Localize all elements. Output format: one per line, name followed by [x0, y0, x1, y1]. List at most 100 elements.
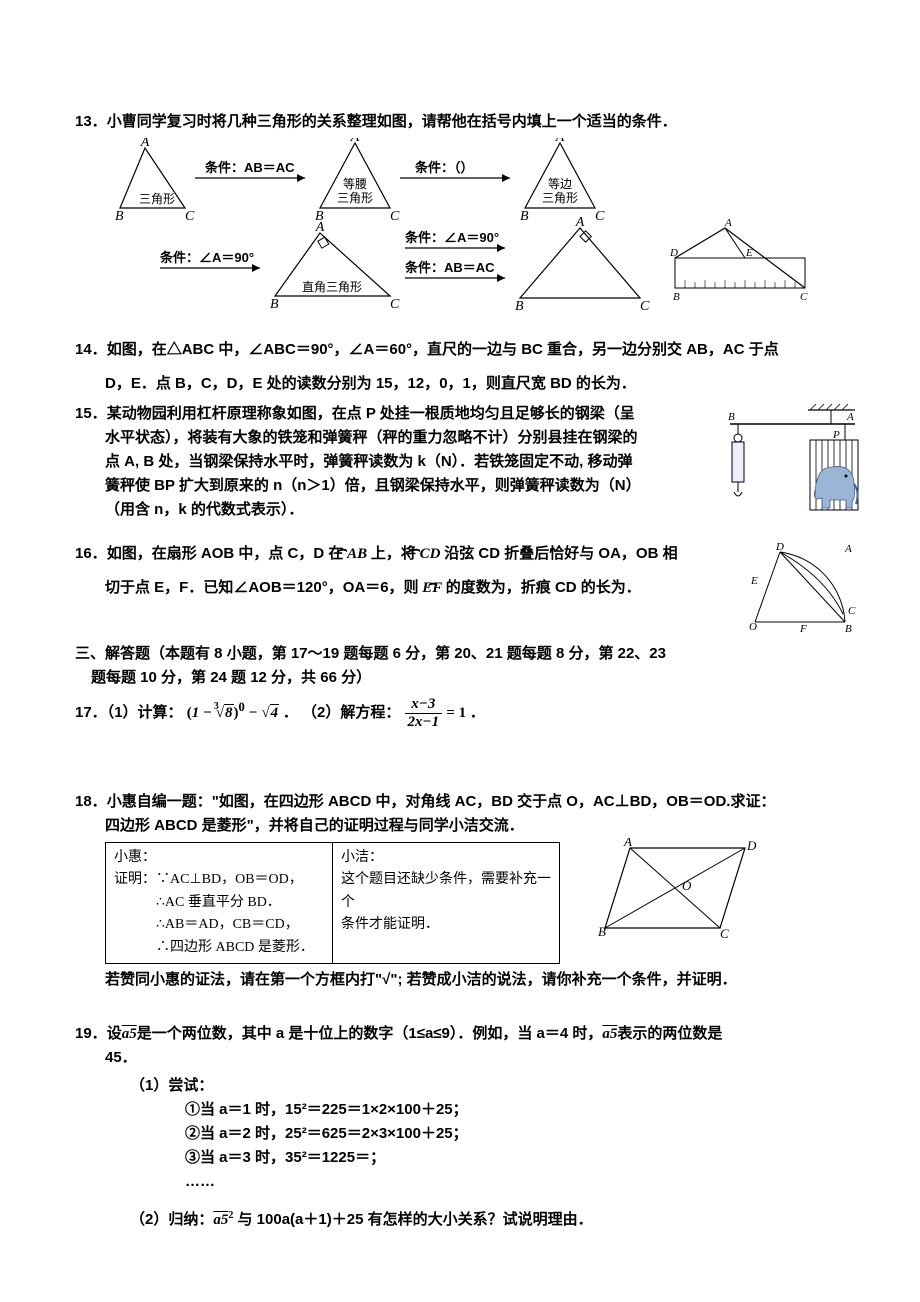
svg-text:A: A — [555, 138, 565, 145]
svg-text:B: B — [115, 209, 124, 224]
q15-l1: 某动物园利用杠杆原理称象如图，在点 P 处挂一根质地均匀且足够长的钢梁（呈 — [107, 405, 635, 422]
q18-l2: 四边形 ABCD 是菱形"，并将自己的证明过程与同学小洁交流． — [75, 814, 860, 838]
q19-p1-1: ①当 a＝1 时，15²＝225＝1×2×100＋25； — [75, 1098, 860, 1122]
svg-text:A: A — [844, 543, 852, 555]
svg-text:B: B — [845, 623, 852, 632]
q15-l5: （用含 n，k 的代数式表示）． — [75, 498, 720, 522]
q18-l1: 小惠自编一题："如图，在四边形 ABCD 中，对角线 AC，BD 交于点 O，A… — [107, 793, 776, 810]
q15-number: 15． — [75, 405, 107, 422]
svg-text:D: D — [669, 247, 678, 259]
svg-text:O: O — [749, 621, 757, 632]
svg-text:A: A — [575, 215, 585, 230]
svg-text:等腰: 等腰 — [343, 177, 367, 191]
q19-p1-4: …… — [75, 1170, 860, 1194]
q16-l1c: 沿弦 CD 折叠后恰好与 OA，OB 相 — [444, 545, 677, 562]
svg-text:A: A — [350, 138, 360, 145]
q17-number: 17． — [75, 704, 107, 721]
q19-bar1: a5 — [122, 1026, 137, 1042]
q15-l4: 簧秤使 BP 扩大到原来的 n（n＞1）倍，且钢梁保持水平，则弹簧秤读数为（N） — [75, 474, 720, 498]
q19-p1-3: ③当 a＝3 时，35²＝1225＝； — [75, 1146, 860, 1170]
q16-l2a: 切于点 E，F．已知∠AOB＝120°，OA＝6，则 — [105, 579, 419, 596]
q17-p2-label: （2）解方程： — [302, 704, 400, 721]
q18-table: 小惠： 证明：∵AC⊥BD，OB＝OD， ∴AC 垂直平分 BD． ∴AB＝AD… — [105, 842, 560, 964]
svg-text:A: A — [140, 138, 150, 150]
q17-frac: x−32x−1 — [405, 696, 443, 730]
q18-left-l4: ∴四边形 ABCD 是菱形． — [114, 937, 324, 959]
svg-text:D: D — [775, 542, 784, 553]
q15-figure: B A P — [720, 402, 860, 532]
q19-p2-text: 与 100a(a＋1)＋25 有怎样的大小关系？试说明理由． — [238, 1211, 593, 1228]
svg-text:C: C — [595, 209, 605, 224]
svg-text:条件：∠A＝90°: 条件：∠A＝90° — [405, 230, 499, 245]
svg-text:C: C — [390, 209, 400, 224]
svg-text:A: A — [623, 838, 632, 849]
q15-l2: 水平状态），将装有大象的铁笼和弹簧秤（秤的重力忽略不计）分别县挂在钢梁的 — [75, 426, 720, 450]
svg-text:C: C — [185, 209, 195, 224]
svg-text:C: C — [640, 299, 650, 314]
svg-text:E: E — [750, 575, 758, 587]
q14-number: 14． — [75, 341, 107, 358]
q18-left-l1: 证明：∵AC⊥BD，OB＝OD， — [114, 869, 324, 891]
svg-text:条件：AB＝AC: 条件：AB＝AC — [405, 260, 495, 275]
svg-text:F: F — [799, 623, 807, 632]
svg-text:B: B — [728, 411, 735, 423]
q16-l1a: 如图，在扇形 AOB 中，点 C，D 在 — [107, 545, 344, 562]
svg-text:A: A — [846, 411, 854, 423]
q16-l1b: 上，将 — [371, 545, 416, 562]
q19-number: 19． — [75, 1025, 107, 1042]
svg-text:直角三角形: 直角三角形 — [302, 280, 362, 294]
svg-text:C: C — [800, 291, 808, 303]
q13-diagram: A B C 三角形 条件：AB＝AC A B C 等腰 三角形 — [105, 138, 815, 328]
svg-text:三角形: 三角形 — [337, 191, 373, 205]
q19-p2-label: （2）归纳： — [130, 1211, 213, 1228]
q17-p1-label: （1）计算： — [107, 704, 183, 721]
q15-l3: 点 A, B 处，当钢梁保持水平时，弹簧秤读数为 k（N）．若铁笼固定不动, 移… — [75, 450, 720, 474]
svg-text:C: C — [720, 926, 729, 941]
q19-l2: 45． — [75, 1046, 860, 1070]
svg-text:D: D — [746, 838, 757, 853]
q19-l1b: 是一个两位数，其中 a 是十位上的数字（1≤a≤9）．例如，当 a＝4 时， — [137, 1025, 603, 1042]
svg-text:P: P — [832, 429, 840, 441]
svg-text:B: B — [520, 209, 529, 224]
svg-text:B: B — [515, 299, 524, 314]
svg-text:条件：∠A＝90°: 条件：∠A＝90° — [160, 250, 254, 265]
q18-left-l2: ∴AC 垂直平分 BD． — [114, 892, 324, 914]
svg-text:B: B — [598, 924, 606, 939]
q19-p2-sup: 2 — [228, 1210, 233, 1221]
q16-number: 16． — [75, 545, 107, 562]
q19-p2-bar: a5 — [213, 1212, 228, 1228]
q19-l1c: 表示的两位数是 — [617, 1025, 722, 1042]
q17-expr: (1 − 3√8)0 − √4 — [187, 705, 283, 721]
q18-left-name: 小惠： — [114, 847, 324, 869]
svg-text:条件：AB＝AC: 条件：AB＝AC — [205, 160, 295, 175]
sec3-title: 三、解答题 — [75, 645, 150, 662]
q18-figure: A D O B C — [590, 838, 760, 948]
q19-p1-2: ②当 a＝2 时，25²＝625＝2×3×100＋25； — [75, 1122, 860, 1146]
svg-text:A: A — [724, 217, 732, 229]
q16-figure: D A E C O F B — [745, 542, 860, 632]
q14-line2: D，E．点 B，C，D，E 处的读数分别为 15，12，0，1，则直尺宽 BD … — [75, 372, 860, 396]
q18-right-name: 小洁： — [341, 847, 551, 869]
q19-l1a: 设 — [107, 1025, 122, 1042]
q13-text: 小曹同学复习时将几种三角形的关系整理如图，请帮他在括号内填上一个适当的条件． — [107, 113, 677, 130]
q19-p1-label: （1）尝试： — [75, 1074, 860, 1098]
svg-text:A: A — [315, 220, 325, 235]
svg-text:三角形: 三角形 — [542, 191, 578, 205]
sec3-desc1: （本题有 8 小题，第 17～19 题每题 6 分，第 20、21 题每题 8 … — [150, 645, 666, 662]
q14-l1: 如图，在△ABC 中，∠ABC＝90°，∠A＝60°，直尺的一边与 BC 重合，… — [107, 341, 779, 358]
svg-text:等边: 等边 — [548, 177, 572, 191]
q16-l2b: 的度数为，折痕 CD 的长为． — [446, 579, 641, 596]
sec3-desc2: 题每题 10 分，第 24 题 12 分，共 66 分） — [75, 666, 860, 690]
svg-text:B: B — [270, 297, 279, 312]
svg-text:O: O — [682, 878, 692, 893]
q18-left-l3: ∴AB＝AD，CB＝CD， — [114, 914, 324, 936]
q18-right-l2: 条件才能证明． — [341, 914, 551, 936]
svg-text:三角形: 三角形 — [139, 192, 175, 206]
q18-number: 18． — [75, 793, 107, 810]
svg-text:C: C — [390, 297, 400, 312]
svg-text:E: E — [745, 247, 753, 259]
q19-bar2: a5 — [602, 1026, 617, 1042]
q18-footer: 若赞同小惠的证法，请在第一个方框内打"√"; 若赞成小洁的说法，请你补充一个条件… — [75, 968, 860, 992]
q18-right-l1: 这个题目还缺少条件，需要补充一个 — [341, 869, 551, 914]
svg-text:条件：（）: 条件：（） — [415, 160, 474, 175]
